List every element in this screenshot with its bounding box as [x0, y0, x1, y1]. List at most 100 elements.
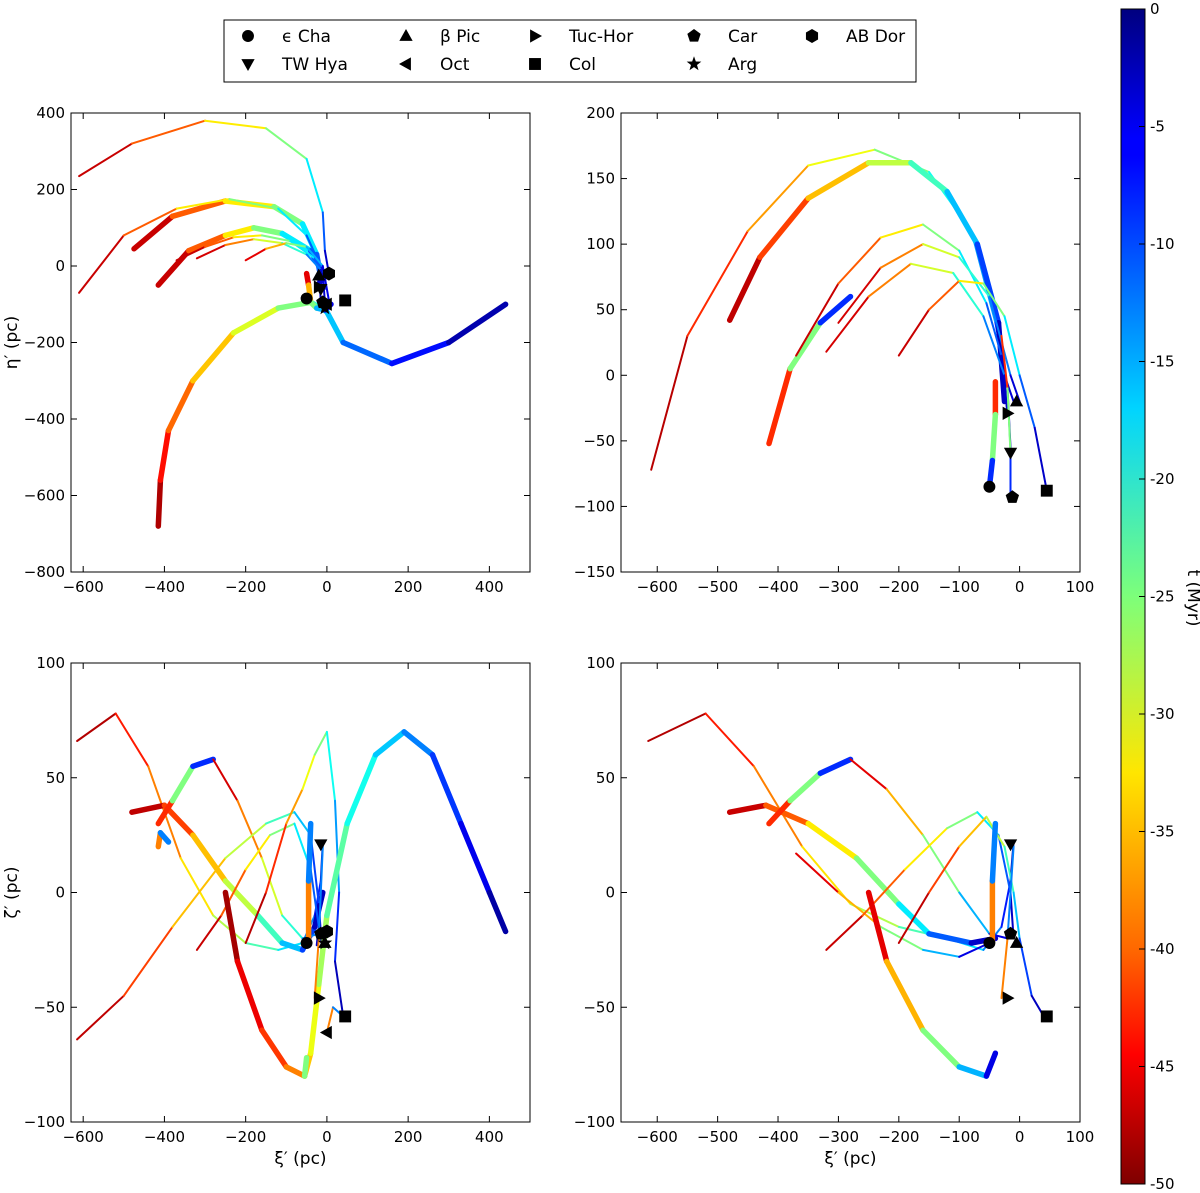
- orbit-segment: [1012, 891, 1021, 940]
- legend-marker-pentagon-icon: [687, 29, 701, 42]
- orbit-curves: [650, 148, 1048, 497]
- orbit-segment: [1000, 937, 1009, 1000]
- orbit-segment: [224, 822, 267, 860]
- x-tick-label: −200: [878, 1128, 919, 1146]
- orbit-segment: [279, 230, 314, 254]
- x-tick-label: 0: [1015, 1128, 1025, 1146]
- orbit-segment: [922, 948, 961, 958]
- orbit-segment: [974, 241, 1002, 326]
- orbit-orbit-11: [305, 820, 314, 946]
- orbit-segment: [204, 236, 235, 248]
- orbit-segment: [865, 889, 890, 965]
- orbit-segment: [230, 305, 281, 336]
- axes-frame: [620, 112, 1081, 573]
- orbit-segment: [837, 236, 882, 285]
- orbit-segment: [244, 891, 267, 944]
- orbit-orbit-6: [837, 243, 1021, 403]
- orbit-orbit-3: [78, 198, 322, 304]
- orbit-segment: [317, 845, 324, 940]
- orbit-segment: [952, 272, 985, 318]
- orbit-segment: [982, 282, 1006, 318]
- orbit-segment: [1009, 374, 1021, 403]
- marker-triangle-down-icon: [314, 839, 328, 852]
- orbit-segment: [989, 820, 999, 884]
- x-tick-label: −100: [939, 1128, 980, 1146]
- colorbar-tick-label: -50: [1150, 1175, 1175, 1193]
- orbit-segment: [175, 198, 231, 210]
- orbit-segment: [958, 249, 988, 305]
- orbit-segment: [244, 834, 271, 871]
- orbit-orbit-9: [989, 820, 999, 946]
- orbit-orbit-12: [313, 845, 324, 1000]
- orbit-segment: [897, 891, 930, 944]
- legend-marker-triangle-down-icon: [241, 59, 255, 71]
- orbit-segment: [650, 334, 689, 471]
- orbit-segment: [260, 857, 284, 917]
- orbit-segment: [222, 878, 261, 919]
- orbit-segment: [236, 799, 263, 860]
- x-tick-label: −300: [818, 1128, 859, 1146]
- orbit-segment: [805, 160, 872, 201]
- orbit-segment: [283, 1064, 308, 1079]
- orbit-segment: [956, 1064, 990, 1079]
- orbit-segment: [212, 758, 239, 802]
- y-tick-label: 100: [586, 235, 615, 253]
- orbit-segment: [879, 223, 924, 239]
- panel-bottom-right: −600 −500 −400 −300 −200 −100 0 100−100−5005010…: [574, 654, 1095, 1169]
- orbit-segment: [946, 811, 979, 830]
- orbit-segment: [190, 756, 216, 770]
- orbit-segment: [131, 213, 176, 252]
- orbit-segment: [928, 279, 961, 311]
- marker-square-icon: [1040, 1010, 1053, 1023]
- orbit-segment: [787, 770, 824, 804]
- y-tick-label: −100: [574, 1113, 615, 1131]
- orbit-segment: [78, 142, 133, 178]
- orbit-orbit-5: [795, 852, 991, 958]
- orbit-segment: [988, 295, 1012, 377]
- x-tick-label: −600: [63, 1128, 104, 1146]
- orbit-segment: [647, 712, 707, 742]
- orbit-segment: [277, 207, 308, 237]
- orbit-orbit-1: [647, 712, 1015, 951]
- orbit-segment: [340, 339, 395, 367]
- orbit-segment: [1003, 315, 1021, 377]
- x-tick-label: −400: [144, 578, 185, 596]
- x-tick-label: 0: [322, 1128, 332, 1146]
- marker-triangle-right-icon: [1002, 406, 1015, 420]
- legend-label-5: AB Dor: [846, 27, 905, 47]
- group-markers: [983, 394, 1053, 503]
- x-tick-label: −500: [697, 578, 738, 596]
- orbit-orbit-8: [865, 889, 999, 1079]
- y-tick-label: 0: [605, 366, 615, 384]
- y-tick-label: −100: [574, 497, 615, 515]
- legend-label-4: Car: [728, 27, 757, 47]
- y-tick-label: 0: [55, 257, 65, 275]
- x-axis-label: ξ′ (pc): [824, 1149, 876, 1169]
- orbit-segment: [752, 765, 804, 848]
- orbit-segment: [807, 148, 876, 167]
- y-tick-label: −600: [24, 487, 65, 505]
- orbit-segment: [321, 211, 326, 252]
- panel-top-right: −600 −500 −400 −300 −200 −100 0 100−150−100−500…: [574, 104, 1095, 596]
- orbit-segment: [334, 960, 345, 1018]
- colorbar-tick-label: -40: [1150, 940, 1175, 958]
- orbit-segment: [817, 756, 854, 776]
- orbit-segment: [334, 799, 341, 894]
- orbit-segment: [269, 822, 296, 837]
- y-tick-label: 50: [596, 301, 615, 319]
- y-axis-label: ζ′ (pc): [2, 867, 22, 919]
- orbit-segment: [252, 238, 284, 245]
- orbit-segment: [171, 857, 227, 928]
- orbit-segment: [130, 119, 206, 145]
- orbit-segment: [1000, 354, 1009, 416]
- orbit-segment: [928, 845, 961, 894]
- orbit-segment: [883, 958, 926, 1033]
- orbit-segment: [372, 729, 407, 758]
- orbit-segment: [763, 802, 811, 827]
- orbit-orbit-1: [650, 148, 1012, 471]
- orbit-segment: [155, 797, 176, 827]
- orbit-segment: [1033, 426, 1048, 492]
- orbit-orbit-9: [222, 729, 509, 1079]
- orbit-orbit-7: [195, 822, 320, 951]
- orbit-segment: [301, 753, 316, 791]
